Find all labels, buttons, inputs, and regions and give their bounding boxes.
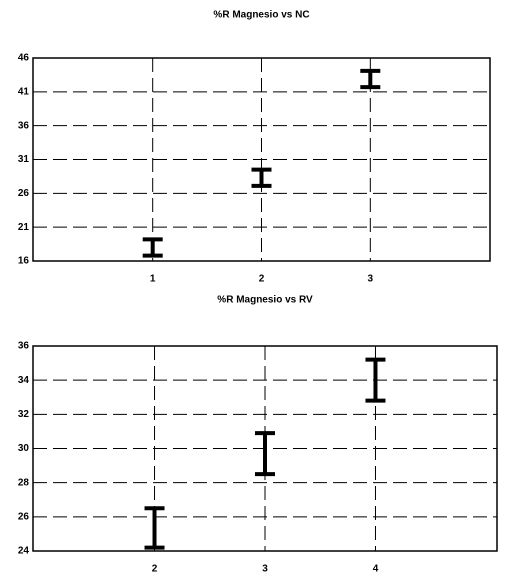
y-tick-label: 26 — [18, 188, 30, 199]
error-bar — [251, 167, 272, 188]
error-bar — [365, 357, 386, 403]
y-tick-label: 30 — [18, 443, 30, 454]
x-tick-label: 2 — [259, 274, 265, 285]
y-tick-label: 26 — [18, 511, 30, 522]
error-bar — [142, 237, 163, 258]
y-tick-label: 21 — [18, 222, 30, 233]
x-tick-label: 4 — [373, 564, 379, 575]
x-tick-label: 2 — [152, 564, 158, 575]
y-tick-label: 24 — [18, 546, 30, 557]
y-tick-label: 36 — [18, 120, 30, 131]
x-tick-label: 3 — [368, 274, 374, 285]
error-bar — [255, 431, 275, 477]
chart-title: %R Magnesio vs RV — [217, 295, 313, 306]
y-tick-label: 41 — [18, 86, 30, 97]
y-tick-label: 32 — [18, 409, 30, 420]
error-bar — [144, 506, 165, 550]
y-tick-label: 46 — [18, 53, 30, 64]
x-tick-label: 1 — [150, 274, 156, 285]
y-tick-label: 36 — [18, 341, 30, 352]
y-tick-label: 28 — [18, 477, 30, 488]
x-tick-label: 3 — [262, 564, 268, 575]
y-tick-label: 34 — [18, 375, 30, 386]
y-tick-label: 16 — [18, 256, 30, 267]
chart-title: %R Magnesio vs NC — [213, 10, 309, 21]
y-tick-label: 31 — [18, 154, 30, 165]
error-bar — [360, 68, 381, 90]
